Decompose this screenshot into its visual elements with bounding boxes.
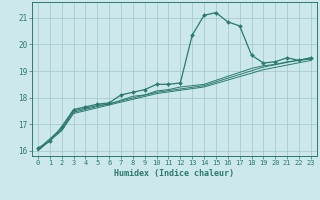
X-axis label: Humidex (Indice chaleur): Humidex (Indice chaleur): [115, 169, 234, 178]
